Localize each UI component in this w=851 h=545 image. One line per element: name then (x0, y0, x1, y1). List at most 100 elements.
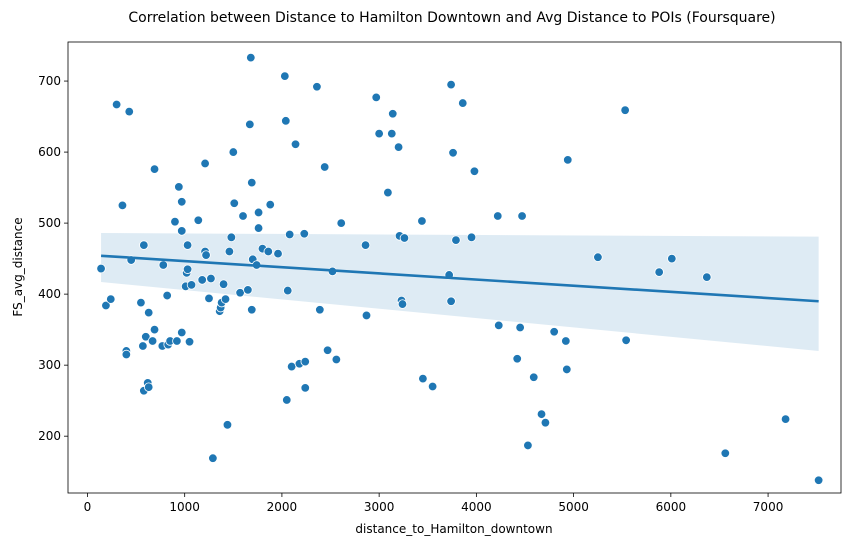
scatter-point (200, 158, 210, 169)
x-axis-label: distance_to_Hamilton_downtown (355, 522, 552, 536)
x-tick-label: 0 (84, 500, 92, 514)
scatter-point (446, 296, 456, 306)
scatter-point (299, 229, 309, 239)
scatter-point (621, 335, 631, 345)
scatter-point (315, 305, 325, 315)
scatter-point (170, 216, 180, 227)
x-tick-label: 3000 (364, 500, 395, 514)
scatter-point (360, 240, 371, 250)
scatter-point (186, 280, 197, 290)
scatter-point (593, 252, 603, 262)
scatter-point (238, 211, 248, 221)
y-axis: 200 300 400 500 600 700 (38, 74, 68, 443)
scatter-point (177, 327, 187, 338)
scatter-point (667, 253, 677, 264)
x-tick-label: 7000 (753, 500, 784, 514)
scatter-point (451, 235, 461, 245)
scatter-point (374, 128, 384, 139)
scatter-point (702, 272, 712, 282)
scatter-point (138, 341, 148, 351)
scatter-point (300, 383, 310, 393)
scatter-point (494, 320, 504, 331)
scatter-point (319, 162, 330, 172)
scatter-point (136, 297, 146, 308)
scatter-point (466, 232, 477, 243)
scatter-point (124, 106, 134, 117)
scatter-point (182, 240, 193, 250)
scatter-point (417, 216, 427, 226)
scatter-point (144, 382, 154, 392)
scatter-point (540, 417, 551, 428)
scatter-point (197, 275, 207, 285)
scatter-point (387, 128, 397, 139)
scatter-point (149, 324, 160, 335)
plot-area (96, 52, 824, 485)
scatter-point (247, 177, 257, 188)
scatter-point (218, 279, 229, 289)
scatter-point (111, 99, 122, 110)
scatter-point (286, 361, 297, 372)
scatter-point (149, 164, 160, 174)
scatter-point (361, 310, 372, 321)
scatter-point (515, 322, 525, 333)
scatter-point (253, 223, 264, 233)
scatter-point (147, 336, 158, 346)
scatter-point (184, 337, 195, 347)
scatter-point (393, 142, 404, 152)
scatter-point (193, 215, 203, 225)
x-tick-label: 4000 (461, 500, 492, 514)
y-tick-label: 400 (38, 287, 61, 301)
scatter-point (536, 409, 547, 419)
y-tick-label: 200 (38, 429, 61, 443)
scatter-point (220, 294, 231, 304)
scatter-point (458, 98, 468, 108)
scatter-point (427, 381, 438, 392)
scatter-point (222, 420, 233, 430)
scatter-point (322, 345, 333, 355)
scatter-point (654, 267, 664, 277)
scatter-point (399, 233, 410, 243)
x-tick-label: 5000 (558, 500, 589, 514)
scatter-point (523, 440, 533, 451)
scatter-point (172, 336, 182, 346)
scatter-point (206, 273, 216, 284)
scatter-point (371, 92, 381, 103)
y-tick-label: 500 (38, 216, 61, 230)
scatter-point (720, 448, 730, 458)
scatter-point (282, 395, 292, 405)
scatter-point (162, 290, 172, 301)
scatter-point (263, 246, 273, 257)
scatter-point (562, 364, 572, 375)
x-tick-label: 6000 (656, 500, 687, 514)
scatter-point (121, 349, 132, 360)
scatter-point (201, 250, 211, 260)
scatter-point (141, 332, 151, 342)
scatter-point (284, 229, 295, 240)
scatter-point (235, 288, 245, 298)
scatter-point (448, 148, 458, 158)
scatter-point (563, 155, 573, 165)
y-tick-label: 600 (38, 145, 61, 159)
scatter-point (280, 71, 290, 81)
scatter-point (204, 293, 214, 304)
scatter-point (253, 207, 264, 218)
scatter-point (139, 240, 149, 250)
scatter-point (158, 260, 168, 270)
scatter-point (512, 354, 522, 364)
scatter-point (312, 82, 322, 92)
scatter-point (549, 327, 559, 337)
x-axis: 0 1000 2000 3000 4000 5000 6000 7000 (84, 493, 784, 514)
scatter-point (281, 116, 291, 126)
scatter-point (780, 414, 791, 424)
scatter-point (620, 105, 630, 115)
scatter-point (561, 336, 571, 346)
scatter-point (177, 226, 187, 236)
chart-title: Correlation between Distance to Hamilton… (128, 10, 775, 26)
regression-line (100, 254, 819, 303)
scatter-point (283, 285, 293, 296)
scatter-point (245, 119, 255, 130)
scatter-point (290, 139, 301, 149)
scatter-point (243, 285, 253, 295)
scatter-point (469, 166, 480, 176)
